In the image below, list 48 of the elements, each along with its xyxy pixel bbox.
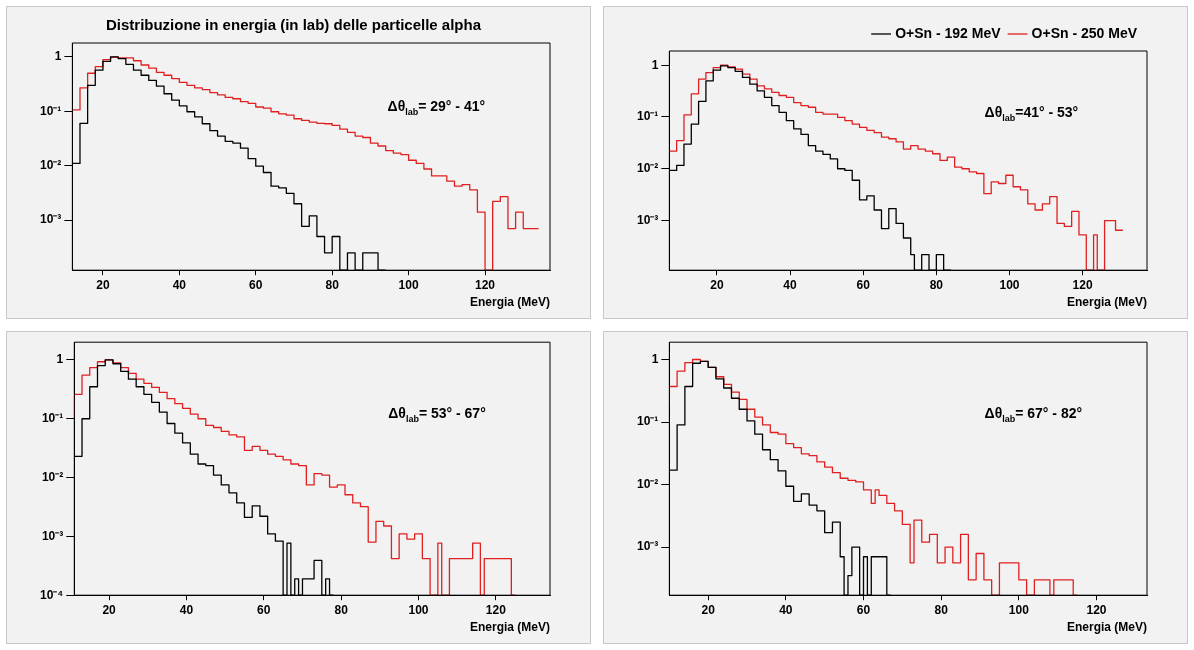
x-tick-label: 120 (1072, 277, 1093, 292)
y-tick-label: 10⁻² (41, 469, 64, 484)
y-tick-label: 10⁻² (637, 161, 659, 176)
x-tick-label: 60 (249, 277, 263, 292)
x-axis-title: Energia (MeV) (469, 620, 550, 635)
x-tick-label: 40 (179, 602, 194, 617)
chart-title: Distribuzione in energia (in lab) delle particelle alpha (105, 16, 482, 34)
x-tick-label: 60 (856, 602, 871, 617)
x-tick-label: 100 (408, 602, 429, 617)
x-tick-label: 100 (1008, 602, 1030, 617)
x-tick-label: 80 (934, 602, 949, 617)
y-tick-label: 10⁻³ (637, 212, 659, 227)
x-tick-label: 80 (334, 602, 349, 617)
x-axis-title: Energia (MeV) (1066, 295, 1147, 310)
y-tick-label: 1 (651, 351, 659, 366)
y-tick-label: 10⁻¹ (637, 109, 659, 124)
legend-label: O+Sn - 192 MeV (895, 24, 1002, 41)
x-tick-label: 100 (398, 277, 419, 292)
x-tick-label: 100 (999, 277, 1020, 292)
x-tick-label: 60 (856, 277, 871, 292)
x-tick-label: 80 (929, 277, 944, 292)
y-tick-label: 10⁻² (637, 476, 659, 491)
y-tick-label: 10⁻¹ (637, 414, 659, 429)
y-tick-label: 10⁻¹ (40, 103, 62, 118)
y-tick-label: 1 (54, 49, 62, 64)
y-tick-label: 10⁻³ (41, 528, 64, 543)
y-tick-label: 10⁻² (40, 158, 62, 173)
x-tick-label: 20 (701, 602, 716, 617)
y-tick-label: 10⁻⁴ (39, 587, 64, 602)
x-tick-label: 20 (96, 277, 110, 292)
x-tick-label: 40 (172, 277, 187, 292)
x-tick-label: 40 (779, 602, 793, 617)
y-tick-label: 10⁻¹ (41, 411, 64, 426)
x-tick-label: 120 (475, 277, 496, 292)
x-tick-label: 20 (102, 602, 117, 617)
y-tick-label: 10⁻³ (637, 539, 659, 554)
y-tick-label: 1 (56, 352, 64, 367)
legend-label: O+Sn - 250 MeV (1031, 24, 1138, 41)
x-tick-label: 80 (325, 277, 340, 292)
x-tick-label: 60 (257, 602, 271, 617)
x-tick-label: 20 (710, 277, 724, 292)
y-tick-label: 10⁻³ (40, 212, 62, 227)
x-tick-label: 120 (485, 602, 507, 617)
x-tick-label: 40 (783, 277, 798, 292)
x-tick-label: 120 (1086, 602, 1107, 617)
x-axis-title: Energia (MeV) (1066, 620, 1147, 635)
x-axis-title: Energia (MeV) (469, 295, 550, 310)
y-tick-label: 1 (651, 57, 659, 72)
